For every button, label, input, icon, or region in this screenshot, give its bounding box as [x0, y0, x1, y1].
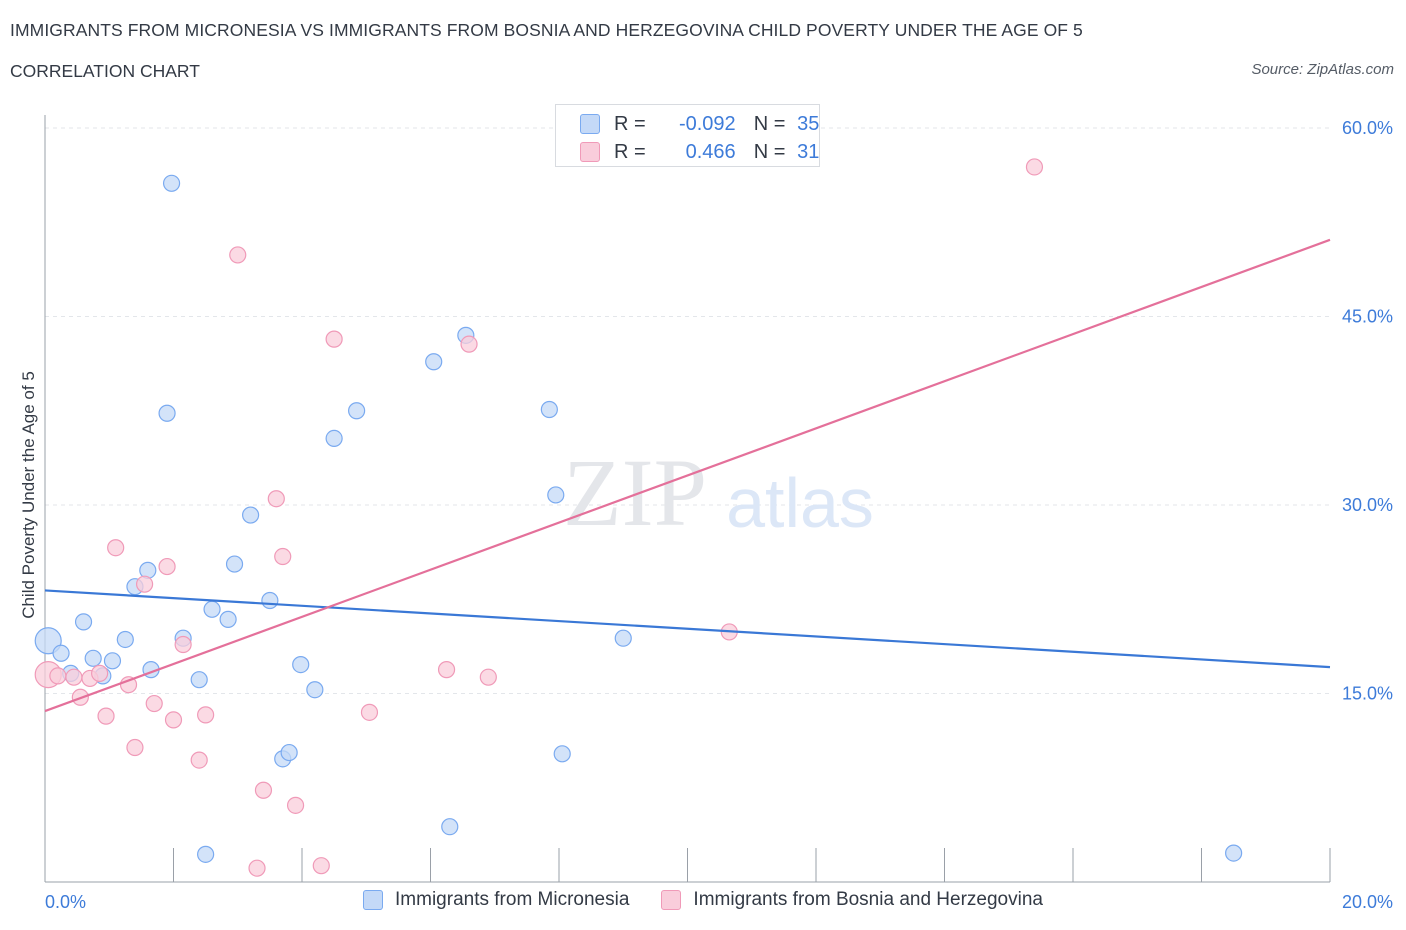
source-credit: Source: ZipAtlas.com	[1251, 61, 1394, 78]
point-bosnia	[437, 661, 456, 679]
point-bosnia	[135, 575, 154, 593]
point-bosnia	[197, 706, 215, 724]
point-bosnia	[126, 738, 144, 757]
y-tick-label: 30.0%	[1342, 495, 1393, 515]
point-bosnia	[145, 694, 163, 713]
point-micronesia	[116, 630, 134, 649]
y-tick-label: 45.0%	[1342, 307, 1393, 327]
point-bosnia	[107, 539, 125, 557]
points-layer	[34, 158, 1243, 877]
legend-r-value: 0.466	[685, 140, 736, 163]
point-bosnia	[248, 859, 266, 877]
watermark: ZIP atlas	[563, 439, 874, 546]
point-bosnia	[190, 751, 208, 769]
legend-n-value: 31	[797, 140, 820, 163]
point-micronesia	[261, 591, 279, 610]
point-bosnia	[1025, 158, 1044, 176]
point-micronesia	[225, 555, 244, 573]
point-bosnia	[460, 335, 478, 353]
point-micronesia	[103, 652, 122, 670]
grid-layer	[45, 127, 1330, 694]
x-tick-label: 0.0%	[45, 892, 86, 912]
legend-row-bosnia: R = 0.466 N = 31	[580, 140, 819, 164]
series-label-micronesia: Immigrants from Micronesia	[395, 889, 630, 910]
legend-row-micronesia: R = -0.092 N = 35	[580, 112, 819, 136]
legend-r-label: R =	[614, 112, 646, 135]
trend-line-micronesia	[44, 589, 1331, 669]
watermark-atlas: atlas	[726, 464, 874, 542]
point-bosnia	[49, 667, 67, 685]
legend-n-value: 35	[797, 112, 820, 135]
point-micronesia	[553, 745, 571, 763]
point-micronesia	[540, 400, 558, 419]
point-bosnia	[119, 676, 138, 694]
y-axis-label: Child Poverty Under the Age of 5	[19, 371, 38, 619]
point-bosnia	[360, 703, 379, 721]
point-micronesia	[162, 174, 181, 192]
point-micronesia	[158, 404, 176, 422]
correlation-legend: R = -0.092 N = 35 R = 0.466 N = 31	[555, 104, 820, 167]
point-micronesia	[203, 600, 221, 618]
series-swatch-blue	[363, 890, 384, 910]
point-bosnia	[229, 246, 247, 264]
legend-r-value: -0.092	[678, 112, 736, 135]
legend-n-label: N =	[753, 112, 786, 135]
point-micronesia	[219, 610, 237, 628]
point-micronesia	[306, 681, 324, 699]
point-bosnia	[65, 668, 83, 686]
x-tick-label: 20.0%	[1342, 892, 1393, 912]
point-micronesia	[242, 506, 260, 524]
legend-swatch-blue	[580, 114, 600, 134]
chart-subtitle: CORRELATION CHART	[10, 61, 200, 81]
series-legend: Immigrants from Micronesia Immigrants fr…	[0, 889, 1406, 911]
point-micronesia	[614, 629, 632, 647]
series-legend-micronesia: Immigrants from Micronesia	[363, 889, 629, 911]
axis-layer: 15.0% 30.0% 45.0% 60.0% 0.0% 20.0%	[44, 115, 1393, 912]
point-bosnia	[158, 557, 176, 576]
series-swatch-pink	[661, 890, 682, 910]
legend-n-label: N =	[753, 140, 786, 163]
point-micronesia	[547, 486, 565, 504]
point-bosnia	[174, 635, 192, 654]
point-micronesia	[348, 402, 366, 420]
point-micronesia	[52, 644, 70, 662]
point-bosnia	[274, 547, 292, 566]
point-micronesia	[1225, 844, 1243, 862]
point-micronesia	[441, 818, 459, 836]
point-micronesia	[425, 353, 443, 371]
trend-layer	[44, 238, 1331, 713]
point-micronesia	[197, 845, 215, 863]
point-bosnia	[312, 857, 330, 875]
y-tick-label: 15.0%	[1342, 684, 1393, 704]
legend-r-label: R =	[614, 140, 646, 163]
point-micronesia	[34, 627, 62, 655]
series-label-bosnia: Immigrants from Bosnia and Herzegovina	[693, 889, 1043, 910]
point-bosnia	[254, 781, 273, 799]
point-bosnia	[91, 664, 109, 682]
point-bosnia	[286, 796, 305, 814]
legend-swatch-pink	[580, 142, 600, 162]
chart-title: IMMIGRANTS FROM MICRONESIA VS IMMIGRANTS…	[10, 20, 1083, 40]
point-micronesia	[292, 655, 310, 674]
point-bosnia	[267, 490, 285, 508]
point-micronesia	[325, 429, 343, 447]
point-bosnia	[325, 330, 343, 348]
point-micronesia	[74, 613, 93, 631]
point-bosnia	[479, 668, 497, 686]
trend-line-bosnia	[44, 238, 1331, 713]
point-micronesia	[190, 671, 208, 689]
y-tick-label: 60.0%	[1342, 118, 1393, 138]
watermark-zip: ZIP	[563, 439, 707, 546]
point-bosnia	[164, 711, 183, 729]
point-micronesia	[84, 649, 102, 667]
series-legend-bosnia: Immigrants from Bosnia and Herzegovina	[661, 889, 1043, 911]
point-micronesia	[280, 743, 298, 762]
point-bosnia	[97, 707, 115, 725]
